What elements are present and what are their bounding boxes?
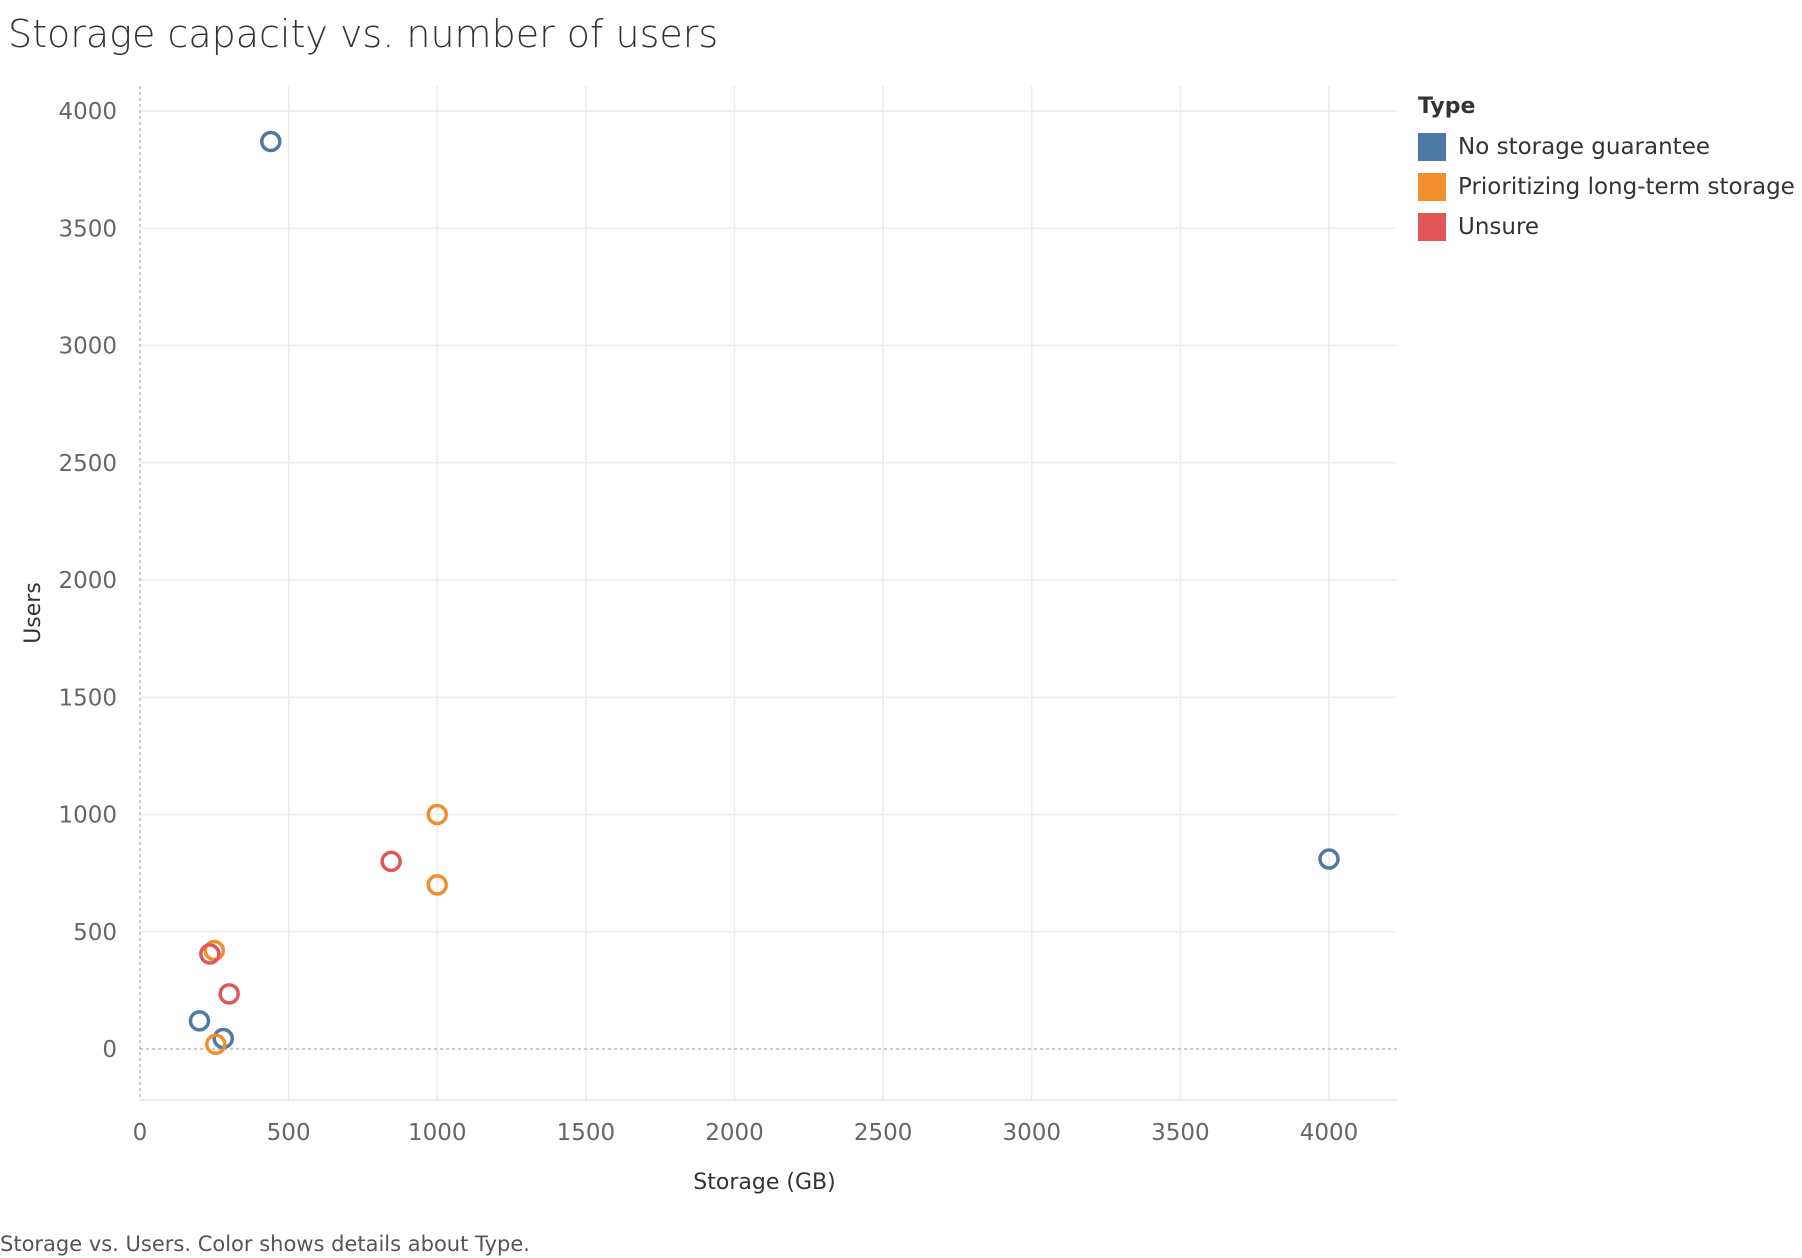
x-tick-label: 3500 xyxy=(1151,1120,1210,1146)
x-tick-label: 1000 xyxy=(408,1120,467,1146)
y-tick-label: 4000 xyxy=(58,99,117,125)
data-point xyxy=(426,874,448,896)
y-axis-title: Users xyxy=(21,582,46,644)
legend-label: Unsure xyxy=(1458,214,1540,240)
data-point xyxy=(426,803,448,826)
data-point xyxy=(218,983,240,1005)
y-tick-label: 0 xyxy=(102,1037,117,1063)
x-tick-label: 4000 xyxy=(1300,1120,1359,1146)
chart-title: Storage capacity vs. number of users xyxy=(8,12,719,56)
y-tick-label: 2000 xyxy=(58,568,117,594)
data-point xyxy=(205,1033,227,1056)
x-tick-label: 500 xyxy=(267,1120,311,1146)
tick-labels: 0 500 1000 1500 2000 2500 3000 3500 4000 0 500 1000… xyxy=(58,99,1358,1146)
y-tick-label: 500 xyxy=(73,920,117,946)
data-point xyxy=(188,1010,211,1032)
axis-layer xyxy=(139,86,1397,1100)
y-tick-label: 2500 xyxy=(58,451,117,477)
y-tick-label: 3500 xyxy=(58,216,117,242)
data-point xyxy=(199,943,221,965)
legend-swatch xyxy=(1418,173,1446,201)
y-tick-label: 1500 xyxy=(58,685,117,711)
legend-swatch xyxy=(1418,133,1446,161)
data-point xyxy=(203,939,226,962)
data-point xyxy=(260,130,282,153)
x-tick-label: 1500 xyxy=(557,1120,616,1146)
data-points xyxy=(188,130,1340,1056)
legend-item-unsure[interactable]: Unsure xyxy=(1418,207,1795,247)
legend-title: Type xyxy=(1418,94,1476,119)
x-tick-label: 3000 xyxy=(1002,1120,1061,1146)
x-tick-label: 2500 xyxy=(854,1120,913,1146)
legend-label: Prioritizing long-term storage xyxy=(1458,174,1795,200)
y-tick-label: 3000 xyxy=(58,334,117,360)
legend-label: No storage guarantee xyxy=(1458,134,1710,160)
x-tick-label: 2000 xyxy=(705,1120,764,1146)
chart-caption: Storage vs. Users. Color shows details a… xyxy=(0,1232,530,1256)
data-point xyxy=(380,850,402,873)
x-tick-label: 0 xyxy=(133,1120,148,1146)
legend: Type No storage guarantee Prioritizing l… xyxy=(1418,94,1795,247)
y-tick-label: 1000 xyxy=(58,803,117,829)
legend-item-no-storage-guarantee[interactable]: No storage guarantee xyxy=(1418,127,1795,167)
legend-swatch xyxy=(1418,213,1446,241)
x-axis-title: Storage (GB) xyxy=(693,1170,835,1195)
grid-layer xyxy=(140,86,1397,1101)
legend-item-prioritizing-long-term-storage[interactable]: Prioritizing long-term storage xyxy=(1418,167,1795,207)
data-point xyxy=(1318,848,1340,870)
